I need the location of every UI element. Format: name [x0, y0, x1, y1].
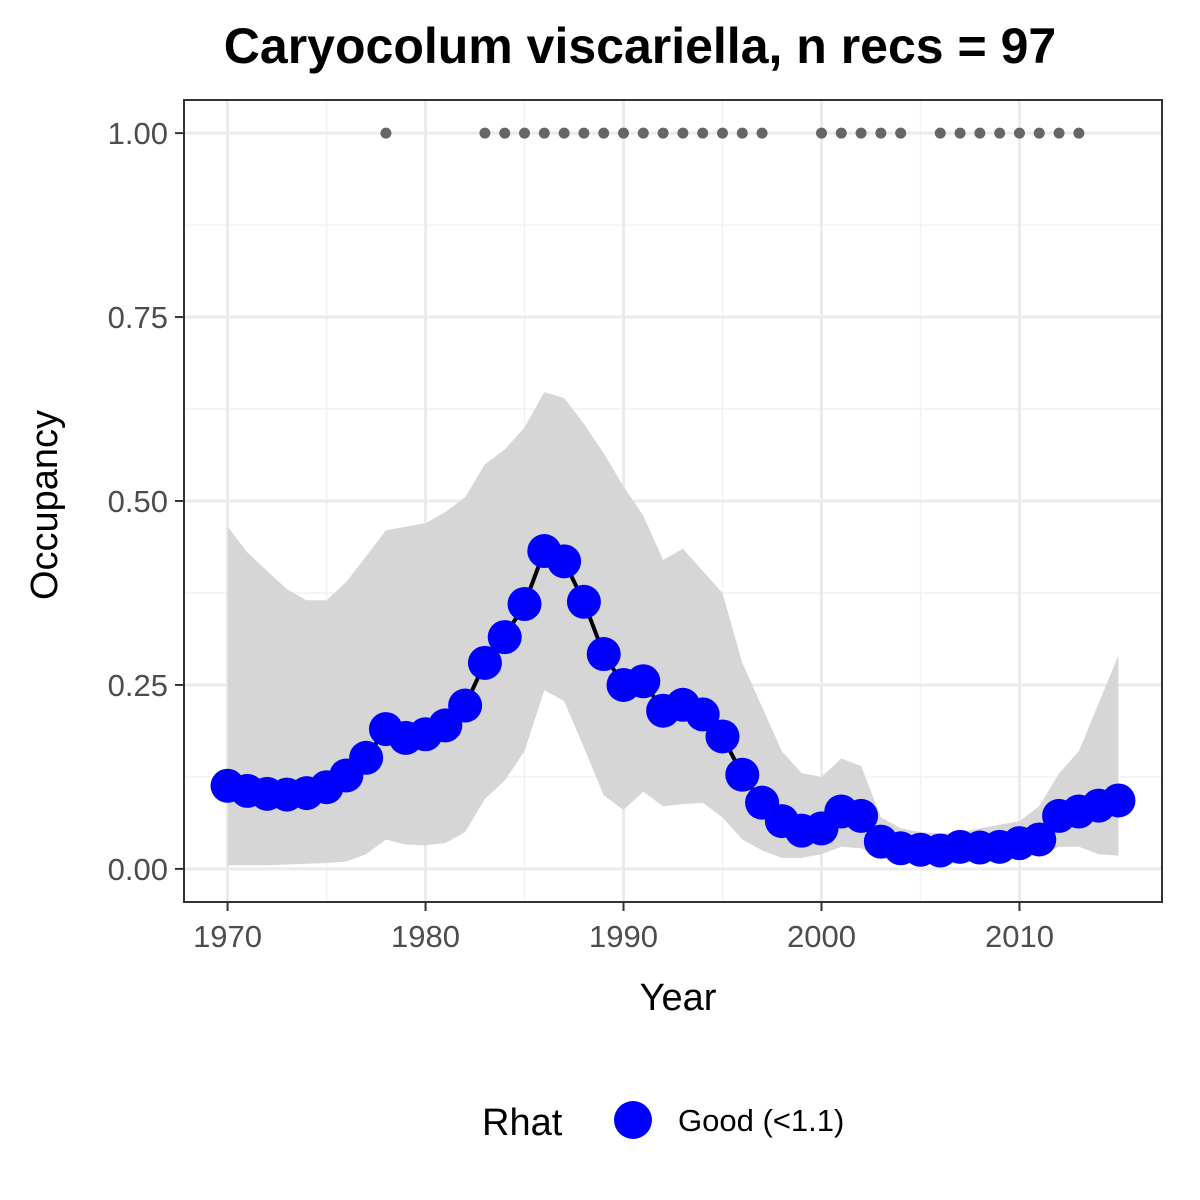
legend-label-good: Good (<1.1)	[678, 1103, 844, 1138]
record-point	[895, 127, 907, 139]
y-tick-label: 0.75	[108, 300, 168, 335]
x-axis: 1970 1980 1990 2000 2010	[193, 902, 1054, 954]
data-point	[467, 645, 502, 680]
x-tick-label: 1980	[391, 919, 460, 954]
x-tick-label: 1970	[193, 919, 262, 954]
record-point	[538, 127, 550, 139]
legend: Rhat Good (<1.1)	[482, 1101, 844, 1144]
data-point	[487, 620, 522, 655]
record-point	[875, 127, 887, 139]
y-tick-label: 0.25	[108, 668, 168, 703]
record-point	[756, 127, 768, 139]
record-point	[1013, 127, 1025, 139]
record-point	[1073, 127, 1085, 139]
y-tick-label: 1.00	[108, 116, 168, 151]
data-point	[844, 798, 879, 833]
occupancy-points	[210, 534, 1136, 868]
confidence-ribbon	[227, 392, 1119, 866]
y-tick-label: 0.50	[108, 484, 168, 519]
data-point	[349, 740, 384, 775]
data-point	[705, 719, 740, 754]
x-tick-label: 2000	[787, 919, 856, 954]
record-point	[815, 127, 827, 139]
record-point	[697, 127, 709, 139]
record-point	[578, 127, 590, 139]
record-point	[835, 127, 847, 139]
record-point	[934, 127, 946, 139]
record-point	[657, 127, 669, 139]
data-point	[1022, 822, 1057, 857]
record-point	[954, 127, 966, 139]
record-point	[637, 127, 649, 139]
record-point	[1053, 127, 1065, 139]
legend-title: Rhat	[482, 1102, 563, 1144]
data-point	[626, 664, 661, 699]
x-axis-title: Year	[640, 977, 717, 1019]
record-point	[479, 127, 491, 139]
record-point	[1033, 127, 1045, 139]
record-point	[974, 127, 986, 139]
legend-key-good	[614, 1101, 652, 1139]
record-point	[736, 127, 748, 139]
record-point	[994, 127, 1006, 139]
data-point	[1101, 783, 1136, 818]
data-point	[507, 587, 542, 622]
record-point	[598, 127, 610, 139]
x-tick-label: 2010	[985, 919, 1054, 954]
y-axis-title: Occupancy	[24, 410, 66, 600]
y-axis: 0.00 0.25 0.50 0.75 1.00	[108, 116, 184, 887]
record-point	[519, 127, 531, 139]
record-point	[618, 127, 630, 139]
data-point	[448, 688, 483, 723]
record-point	[380, 127, 392, 139]
chart-title: Caryocolum viscariella, n recs = 97	[224, 18, 1056, 74]
x-tick-label: 1990	[589, 919, 658, 954]
record-point	[558, 127, 570, 139]
y-tick-label: 0.00	[108, 852, 168, 887]
record-points	[380, 127, 1085, 139]
data-point	[547, 544, 582, 579]
record-point	[677, 127, 689, 139]
record-point	[855, 127, 867, 139]
data-point	[685, 697, 720, 732]
data-point	[586, 637, 621, 672]
record-point	[716, 127, 728, 139]
data-point	[725, 757, 760, 792]
data-point	[566, 584, 601, 619]
record-point	[499, 127, 511, 139]
